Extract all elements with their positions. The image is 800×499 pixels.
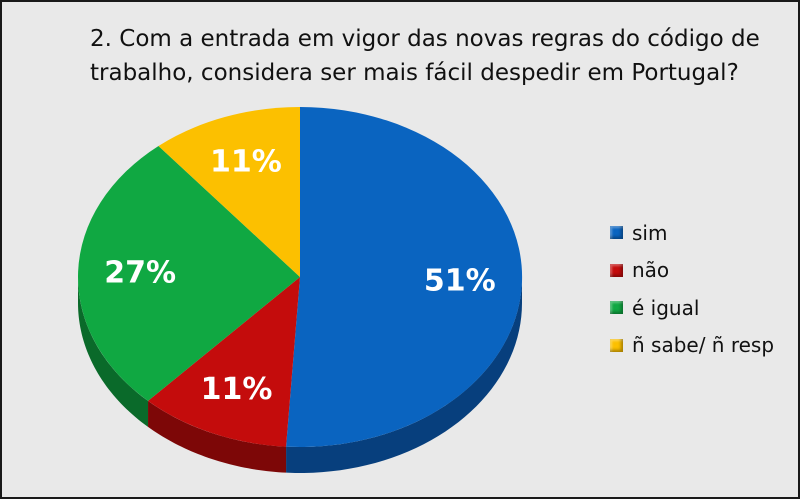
legend-label-sim: sim	[632, 220, 668, 245]
legend: sim não é igual ñ sabe/ ñ resp	[610, 214, 774, 364]
chart-title-line-1: 2. Com a entrada em vigor das novas regr…	[90, 26, 760, 52]
chart-title-line-2: trabalho, considera ser mais fácil despe…	[90, 60, 739, 86]
legend-swatch-e-igual	[610, 301, 623, 315]
legend-swatch-nao	[610, 263, 623, 277]
pie-labels: 51% 11% 27% 11%	[104, 144, 496, 407]
pie-slice-n-sabe	[158, 107, 300, 277]
legend-item-e-igual: é igual	[610, 289, 774, 327]
pie-side-e-igual	[78, 277, 149, 427]
pie-slices	[78, 106, 523, 447]
chart-title: 2. Com a entrada em vigor das novas regr…	[90, 22, 760, 90]
legend-item-n-sabe: ñ sabe/ ñ resp	[610, 327, 774, 365]
pie-sides	[78, 277, 522, 473]
legend-label-nao: não	[632, 258, 670, 283]
pie-side-nao	[148, 400, 287, 473]
pie-side-sim	[286, 277, 522, 473]
legend-swatch-sim	[610, 226, 623, 240]
pie-label-e-igual: 27%	[104, 256, 176, 291]
pie-slice-sim	[286, 106, 523, 447]
pie-label-nao: 11%	[201, 372, 273, 407]
legend-item-nao: não	[610, 252, 774, 290]
legend-label-e-igual: é igual	[632, 295, 700, 320]
pie-slice-e-igual	[78, 146, 300, 401]
legend-swatch-n-sabe	[610, 338, 623, 352]
pie-slice-nao	[148, 277, 300, 447]
pie-label-sim: 51%	[424, 263, 496, 298]
legend-label-n-sabe: ñ sabe/ ñ resp	[632, 333, 775, 358]
legend-item-sim: sim	[610, 214, 774, 252]
pie-label-n-sabe: 11%	[210, 144, 282, 179]
